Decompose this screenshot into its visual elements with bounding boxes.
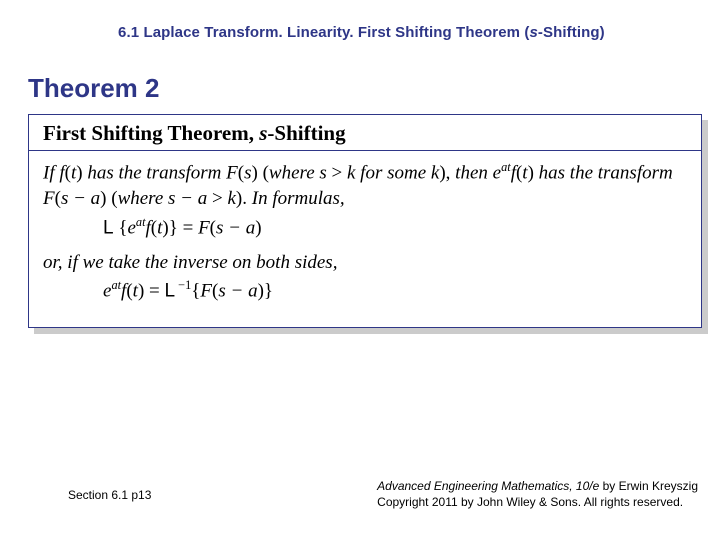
p1t: s − a <box>61 188 100 209</box>
p1y: ). <box>236 188 252 209</box>
p1k: k for some k <box>347 162 439 183</box>
f2e: ) = <box>138 281 165 302</box>
footer-left: Section 6.1 p13 <box>68 488 151 502</box>
section-title-a: Laplace Transform. Linearity. First Shif… <box>143 24 529 41</box>
p1e: has the transform F <box>87 162 237 183</box>
formula-1: L {eatf(t)} = F(s − a) <box>43 212 687 250</box>
p1m: then e <box>455 162 501 183</box>
f1g: F <box>198 217 210 238</box>
p1a: If f <box>43 162 65 183</box>
p1v: where s − a <box>118 188 212 209</box>
p1z: In formulas, <box>252 188 345 209</box>
box-divider <box>29 150 701 151</box>
f1a: { <box>114 217 128 238</box>
f1L: L <box>103 217 114 238</box>
f1i: s − a <box>216 217 255 238</box>
formula-2: eatf(t) = L −1{F(s − a)} <box>43 275 687 313</box>
f1j: ) <box>255 217 261 238</box>
f2L: L <box>164 281 175 302</box>
p1h: ) ( <box>252 162 269 183</box>
theorem-or: or, if we take the inverse on both sides… <box>43 250 687 276</box>
section-number: 6.1 <box>118 24 139 41</box>
p1sup: at <box>501 160 511 174</box>
p1j: > <box>332 162 347 183</box>
f2sup2: −1 <box>175 278 191 292</box>
box-title-a: First Shifting Theorem, <box>43 121 259 145</box>
footer-author: by Erwin Kreyszig <box>599 479 698 493</box>
section-header: 6.1 Laplace Transform. Linearity. First … <box>0 0 720 41</box>
f2g: F <box>200 281 212 302</box>
section-title-s: s <box>529 24 537 41</box>
f1b: e <box>127 217 135 238</box>
p1g: s <box>244 162 251 183</box>
f2sup1: at <box>111 278 121 292</box>
footer-book-title: Advanced Engineering Mathematics, 10/e <box>377 479 599 493</box>
f2i: s − a <box>218 281 257 302</box>
p1i: where s <box>269 162 332 183</box>
p1l: ), <box>439 162 455 183</box>
p1w: > <box>212 188 227 209</box>
theorem-statement: If f(t) has the transform F(s) (where s … <box>43 159 687 212</box>
theorem-container: First Shifting Theorem, s-Shifting If f(… <box>28 114 702 328</box>
theorem-label: Theorem 2 <box>0 41 720 114</box>
theorem-box: First Shifting Theorem, s-Shifting If f(… <box>28 114 702 328</box>
section-title-b: -Shifting) <box>538 24 605 41</box>
box-title: First Shifting Theorem, s-Shifting <box>43 121 687 148</box>
footer-copyright: Copyright 2011 by John Wiley & Sons. All… <box>377 495 683 509</box>
f1sup: at <box>136 215 146 229</box>
footer-right: Advanced Engineering Mathematics, 10/e b… <box>377 478 698 510</box>
p1x: k <box>227 188 235 209</box>
p1q: ) <box>528 162 539 183</box>
box-title-b: -Shifting <box>267 121 345 145</box>
f2j: )} <box>258 281 273 302</box>
p1d: ) <box>76 162 87 183</box>
p1u: ) ( <box>100 188 117 209</box>
f1f: )} = <box>162 217 198 238</box>
